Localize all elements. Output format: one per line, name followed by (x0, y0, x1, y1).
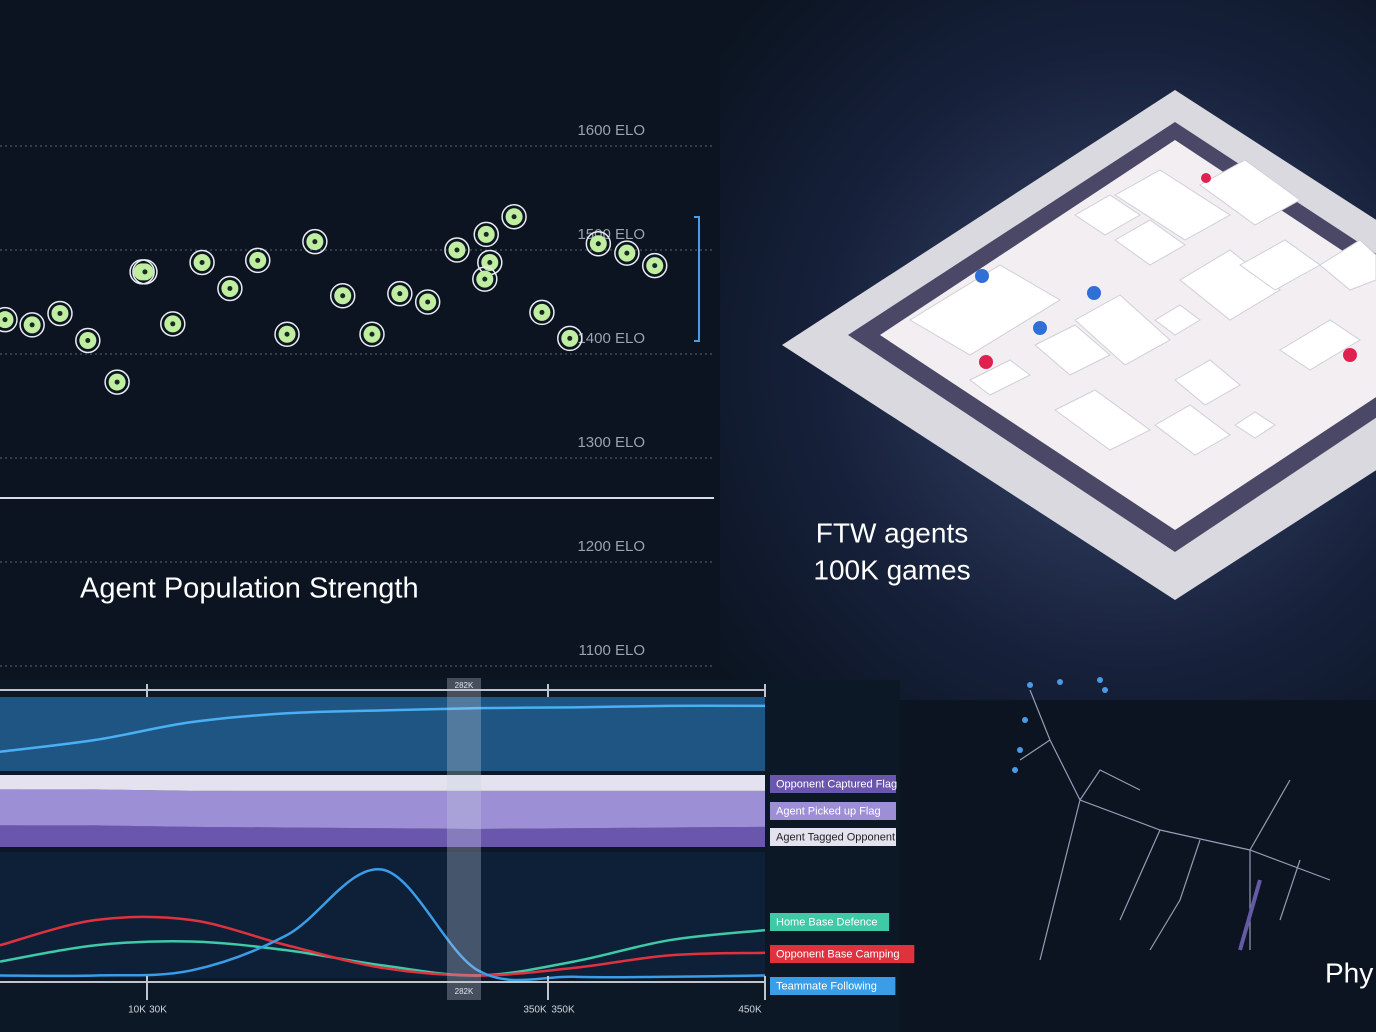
stacked-area (0, 789, 765, 829)
point-center (2, 317, 8, 323)
legend-swatch (770, 802, 896, 820)
legend-swatch (770, 913, 890, 931)
ring (614, 240, 640, 266)
cursor (447, 678, 481, 1000)
point-center (624, 250, 630, 256)
ring (585, 231, 612, 257)
y-tick-label: 1600 ELO (577, 122, 645, 139)
ring (387, 280, 413, 307)
stacked-area (0, 775, 765, 791)
ring (414, 289, 441, 315)
x-tick-label: 350K (523, 1005, 547, 1016)
ring (641, 252, 668, 279)
point-center (57, 310, 63, 316)
ring (557, 325, 583, 352)
ring (472, 266, 498, 292)
behavior-line (0, 915, 766, 977)
stacked-area (0, 825, 765, 847)
y-tick-label: 1300 ELO (577, 434, 645, 451)
point-center (85, 337, 91, 343)
ring (329, 283, 356, 309)
ring (359, 321, 385, 347)
x-tick-label: 10K (128, 1005, 146, 1016)
point-center (227, 285, 233, 291)
maze-caption: FTW agents (816, 517, 968, 548)
ring (529, 299, 555, 326)
x-tick-label: 450K (738, 1005, 762, 1016)
chart-title: Agent Population Strength (80, 573, 419, 605)
corner-text: Phy (1325, 957, 1373, 988)
y-tick-label: 1200 ELO (577, 538, 645, 555)
ring (132, 259, 158, 285)
ring (274, 321, 300, 347)
ring (19, 312, 45, 338)
behavior-line (0, 928, 766, 977)
ring (217, 275, 243, 302)
point-center (340, 293, 346, 299)
ring (302, 228, 328, 255)
legend-swatch (770, 945, 915, 963)
point-center (312, 239, 318, 245)
ring (501, 203, 527, 230)
point-center (255, 257, 261, 263)
point-center (114, 379, 120, 385)
band-bottom (0, 852, 765, 978)
point-center (539, 309, 545, 315)
tree-visualization (1019, 689, 1331, 961)
point-center (567, 335, 573, 341)
legend-label: Teammate Following (776, 980, 877, 992)
point-center (652, 263, 658, 269)
ring (473, 221, 499, 248)
cursor-label: 282K (455, 987, 474, 996)
ring (104, 369, 130, 395)
point-center (482, 276, 488, 282)
point-center (369, 331, 375, 337)
point-center (284, 331, 290, 337)
ring (47, 300, 73, 327)
point-center (483, 231, 489, 237)
area-line (0, 704, 766, 754)
legend-swatch (770, 828, 896, 846)
y-tick-label: 1100 ELO (579, 642, 645, 659)
bracket (694, 216, 700, 342)
legend-label: Opponent Captured Flag (776, 778, 897, 790)
point-center (487, 259, 493, 265)
cursor-label: 282K (455, 681, 474, 690)
point-center (199, 259, 205, 265)
point-center (142, 269, 148, 275)
ring (444, 237, 470, 263)
legend-swatch (770, 775, 896, 793)
maze-caption: 100K games (813, 554, 970, 585)
ring (75, 327, 101, 354)
y-tick-label: 1400 ELO (577, 330, 645, 347)
legend-label: Home Base Defence (776, 916, 878, 928)
ring (245, 247, 271, 274)
legend-label: Opponent Base Camping (776, 948, 900, 960)
point-center (425, 299, 431, 305)
maze (782, 90, 1376, 600)
tree-nodes (1012, 677, 1108, 773)
point-center (511, 214, 517, 220)
band-top (0, 697, 765, 771)
legend-label: Agent Tagged Opponent (776, 831, 895, 843)
point-center (170, 321, 176, 327)
point-center (454, 247, 460, 253)
ring (189, 249, 215, 276)
legend-label: Agent Picked up Flag (776, 805, 881, 817)
x-tick-label: 350K (551, 1005, 575, 1016)
point-center (595, 241, 601, 247)
legend-swatch (770, 977, 896, 995)
behavior-line (0, 868, 766, 982)
x-tick-label: 30K (149, 1005, 167, 1016)
ring (0, 306, 18, 333)
ring (160, 311, 186, 337)
point-center (29, 322, 35, 328)
point-center (397, 291, 403, 297)
